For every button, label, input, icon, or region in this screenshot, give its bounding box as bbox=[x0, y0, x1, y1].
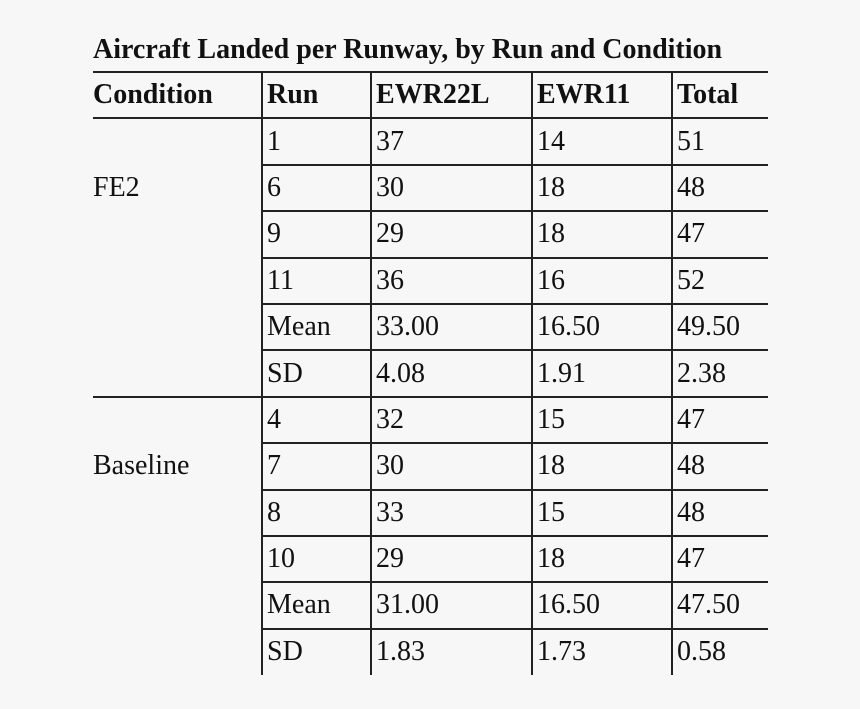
cell-run: Mean bbox=[261, 303, 371, 352]
cell-total: 48 bbox=[671, 443, 768, 491]
header-condition: Condition bbox=[93, 70, 262, 120]
cell-ewr22l: 31.00 bbox=[370, 582, 532, 630]
condition-cell bbox=[93, 350, 262, 396]
table-row: 9 29 18 47 bbox=[93, 211, 768, 259]
header-ewr22l: EWR22L bbox=[370, 70, 532, 120]
table-row: Mean 31.00 16.50 47.50 bbox=[93, 582, 768, 630]
condition-cell bbox=[93, 118, 262, 164]
table-row: 8 33 15 48 bbox=[93, 489, 768, 537]
table-title: Aircraft Landed per Runway, by Run and C… bbox=[93, 34, 723, 65]
cell-ewr11: 18 bbox=[531, 164, 672, 213]
header-run: Run bbox=[261, 70, 371, 120]
table-row: SD 4.08 1.91 2.38 bbox=[93, 350, 768, 397]
table-row: Mean 33.00 16.50 49.50 bbox=[93, 303, 768, 352]
cell-run: 1 bbox=[261, 118, 371, 166]
cell-ewr11: 15 bbox=[531, 395, 672, 445]
cell-total: 48 bbox=[671, 164, 768, 213]
cell-ewr22l: 30 bbox=[370, 443, 532, 491]
cell-ewr11: 15 bbox=[531, 489, 672, 537]
condition-cell bbox=[93, 211, 262, 257]
cell-run: 6 bbox=[261, 164, 371, 213]
cell-total: 51 bbox=[671, 118, 768, 166]
cell-ewr11: 18 bbox=[531, 535, 672, 584]
cell-ewr22l: 29 bbox=[370, 211, 532, 259]
header-row: Condition Run EWR22L EWR11 Total bbox=[93, 70, 768, 120]
condition-cell bbox=[93, 258, 262, 304]
condition-label: Baseline bbox=[93, 450, 190, 482]
cell-ewr11: 16 bbox=[531, 257, 672, 305]
cell-run: 4 bbox=[261, 395, 371, 445]
cell-total: 47 bbox=[671, 211, 768, 259]
cell-total: 47 bbox=[671, 395, 768, 445]
condition-label: FE2 bbox=[93, 171, 140, 203]
cell-run: SD bbox=[261, 350, 371, 397]
cell-run: 11 bbox=[261, 257, 371, 305]
cell-ewr22l: 33.00 bbox=[370, 303, 532, 352]
table-row: 11 36 16 52 bbox=[93, 257, 768, 305]
cell-total: 47 bbox=[671, 535, 768, 584]
cell-ewr22l: 1.83 bbox=[370, 628, 532, 676]
cell-ewr11: 1.91 bbox=[531, 350, 672, 397]
cell-total: 49.50 bbox=[671, 303, 768, 352]
cell-ewr11: 16.50 bbox=[531, 582, 672, 630]
cell-ewr22l: 33 bbox=[370, 489, 532, 537]
cell-ewr11: 18 bbox=[531, 443, 672, 491]
cell-ewr22l: 32 bbox=[370, 395, 532, 445]
cell-ewr22l: 37 bbox=[370, 118, 532, 166]
cell-ewr11: 16.50 bbox=[531, 303, 672, 352]
table-row: Baseline 7 30 18 48 bbox=[93, 443, 768, 491]
cell-ewr22l: 4.08 bbox=[370, 350, 532, 397]
cell-total: 52 bbox=[671, 257, 768, 305]
cell-ewr22l: 36 bbox=[370, 257, 532, 305]
cell-run: 7 bbox=[261, 443, 371, 491]
cell-ewr22l: 29 bbox=[370, 535, 532, 584]
table-body: 1 37 14 51 FE2 6 30 18 48 9 29 18 47 11 36 16 52 Mean 33.0… bbox=[93, 118, 768, 676]
header-ewr11: EWR11 bbox=[531, 70, 672, 120]
header-total: Total bbox=[671, 70, 768, 120]
condition-cell bbox=[93, 582, 262, 628]
table-row: FE2 6 30 18 48 bbox=[93, 164, 768, 213]
table-row: 4 32 15 47 bbox=[93, 395, 768, 445]
cell-total: 48 bbox=[671, 489, 768, 537]
cell-ewr11: 14 bbox=[531, 118, 672, 166]
table-row: 1 37 14 51 bbox=[93, 118, 768, 166]
cell-ewr22l: 30 bbox=[370, 164, 532, 213]
cell-run: Mean bbox=[261, 582, 371, 630]
condition-cell bbox=[93, 490, 262, 536]
condition-cell bbox=[93, 629, 262, 675]
cell-run: SD bbox=[261, 628, 371, 676]
table-row: 10 29 18 47 bbox=[93, 535, 768, 584]
cell-run: 8 bbox=[261, 489, 371, 537]
runway-landings-table: Condition Run EWR22L EWR11 Total 1 37 14 51… bbox=[93, 70, 768, 676]
cell-ewr11: 18 bbox=[531, 211, 672, 259]
cell-total: 2.38 bbox=[671, 350, 768, 397]
cell-total: 0.58 bbox=[671, 628, 768, 676]
condition-cell bbox=[93, 304, 262, 350]
cell-ewr11: 1.73 bbox=[531, 628, 672, 676]
table-row: SD 1.83 1.73 0.58 bbox=[93, 628, 768, 676]
cell-run: 9 bbox=[261, 211, 371, 259]
cell-run: 10 bbox=[261, 535, 371, 584]
condition-cell bbox=[93, 536, 262, 582]
condition-cell bbox=[93, 395, 262, 444]
cell-total: 47.50 bbox=[671, 582, 768, 630]
